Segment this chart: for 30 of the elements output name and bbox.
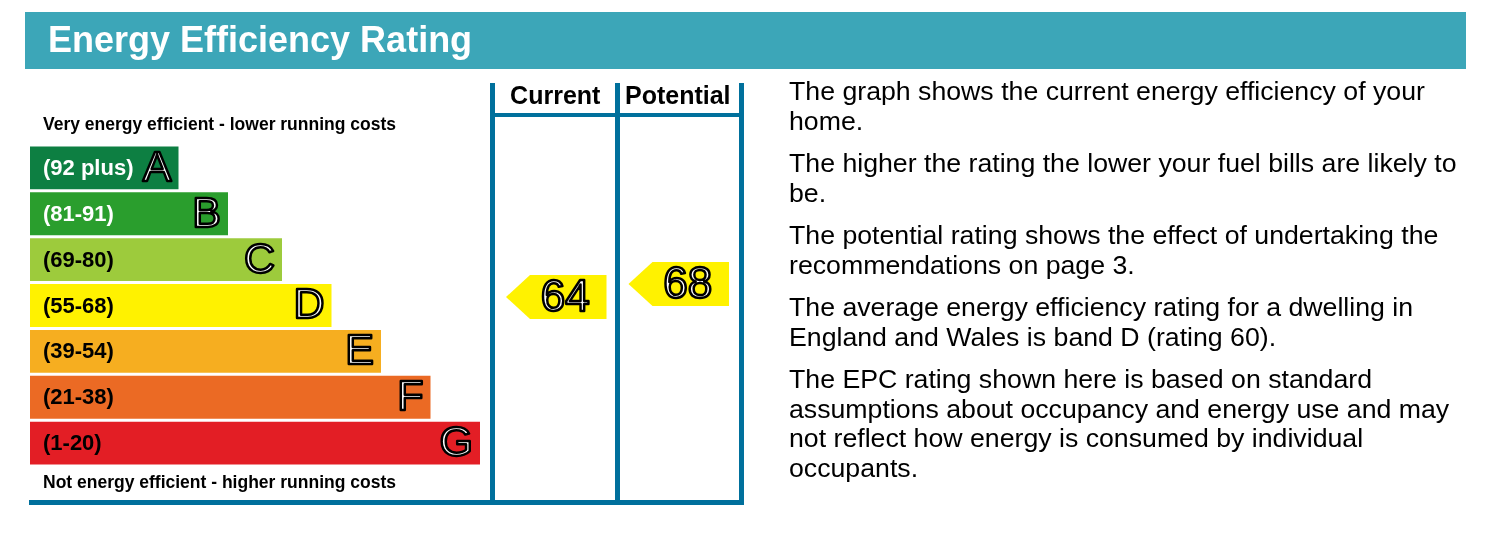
y-tick-label: F: [397, 371, 424, 420]
annotation: (21-38): [43, 384, 114, 410]
y-tick-label: B: [192, 187, 221, 236]
text: The higher the rating the lower your fuel bills are likely to be.: [789, 148, 1458, 208]
annotation: (81-91): [43, 200, 114, 226]
annotation: (69-80): [43, 246, 114, 272]
chart-title: Energy Efficiency Rating: [48, 18, 473, 62]
text: The potential rating shows the effect of undertaking the recommendations on page 3.: [789, 220, 1440, 280]
bar: [30, 284, 332, 327]
bar: [30, 421, 480, 465]
data-label: 68: [663, 258, 713, 308]
category-label: Potential: [624, 80, 731, 109]
text: The average energy efficiency rating for a dwelling in England and Wales is band D (rating 60).: [789, 292, 1415, 352]
text: Not energy efficient - higher running costs: [43, 471, 397, 492]
annotation: (1-20): [43, 430, 102, 456]
annotation: (39-54): [43, 338, 114, 364]
annotation: (55-68): [43, 292, 114, 318]
category-label: Current: [510, 80, 602, 109]
text: Very energy efficient - lower running costs: [43, 113, 397, 134]
text: The EPC rating shown here is based on standard assumptions about occupancy and energy use and may not reflect how energy is consumed by individual occupants.: [789, 364, 1451, 483]
bar: [30, 375, 431, 419]
bar: [30, 329, 381, 373]
y-tick-label: E: [345, 325, 374, 374]
y-tick-label: D: [293, 279, 325, 328]
y-tick-label: G: [439, 416, 473, 465]
annotation: (92 plus): [43, 154, 134, 180]
data-label: 64: [540, 271, 590, 321]
text: The graph shows the current energy efficiency of your home.: [789, 76, 1426, 136]
y-tick-label: A: [142, 141, 172, 190]
y-tick-label: C: [243, 233, 275, 282]
